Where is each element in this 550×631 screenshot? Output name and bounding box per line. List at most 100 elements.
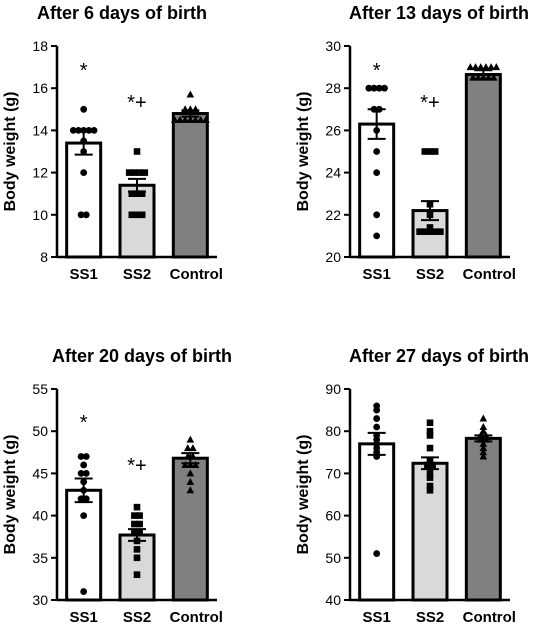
- data-point-ss1: [373, 415, 381, 422]
- y-tick-label: 45: [32, 465, 48, 481]
- data-point-ss2: [133, 546, 141, 553]
- bar-ss1: [65, 141, 103, 259]
- data-point-ss1: [80, 512, 88, 519]
- y-tick-label: 70: [325, 465, 341, 481]
- data-point-ss1: [77, 211, 85, 219]
- data-point-control: [479, 452, 488, 460]
- data-point-ss2: [136, 512, 143, 519]
- y-tick-label: 80: [325, 423, 341, 439]
- data-point-ss2: [141, 169, 149, 176]
- y-tick-label: 35: [32, 550, 48, 566]
- data-point-ss1: [373, 148, 381, 155]
- data-point-control: [170, 115, 179, 123]
- data-point-control: [176, 115, 184, 123]
- data-point-control: [466, 63, 475, 71]
- y-axis-label: Body weight (g): [2, 435, 19, 555]
- y-tick-label: 90: [325, 381, 341, 397]
- chart-panel-4: After 27 days of birth Body weight (g) 40 5…: [295, 346, 529, 626]
- data-point-control: [189, 444, 197, 452]
- data-point-ss1: [80, 105, 88, 113]
- data-point-control: [479, 427, 488, 435]
- chart-panel-1: After 6 days of birth Body weight (g) 8 10 1…: [2, 3, 223, 283]
- data-point-ss2: [131, 169, 138, 176]
- data-point-ss2: [426, 148, 434, 155]
- data-point-control: [479, 422, 488, 430]
- data-point-ss2: [138, 211, 146, 219]
- data-point-ss2: [136, 520, 143, 528]
- y-tick-label: 22: [325, 207, 341, 223]
- data-point-ss1: [77, 453, 85, 460]
- y-tick-label: 28: [325, 80, 341, 96]
- data-point-control: [479, 448, 488, 456]
- data-point-ss2: [133, 190, 141, 197]
- data-point-ss2: [131, 520, 138, 528]
- data-point-ss1: [77, 470, 85, 477]
- chart-title: After 27 days of birth: [349, 346, 529, 366]
- y-tick-label: 50: [32, 423, 48, 439]
- data-point-control: [482, 63, 490, 71]
- x-tick-label: SS1: [362, 266, 390, 283]
- data-point-control: [186, 460, 195, 468]
- data-point-control: [487, 63, 495, 71]
- y-tick-label: 26: [325, 122, 341, 138]
- x-tick-label: SS1: [69, 609, 97, 626]
- y-tick-label: 24: [325, 165, 341, 181]
- data-point-ss1: [80, 461, 88, 469]
- data-point-control: [183, 444, 192, 452]
- data-point-ss2: [138, 190, 146, 197]
- bar-ss1: [65, 488, 103, 602]
- data-point-ss1: [82, 470, 90, 477]
- y-tick-label: 40: [32, 508, 48, 524]
- y-axis-label: Body weight (g): [295, 435, 312, 555]
- data-point-ss2: [426, 228, 434, 235]
- data-point-ss1: [373, 423, 381, 431]
- data-point-ss2: [125, 169, 133, 176]
- chart-title: After 13 days of birth: [349, 3, 529, 23]
- data-point-ss2: [131, 529, 138, 536]
- data-point-ss1: [381, 84, 388, 92]
- data-point-ss2: [128, 211, 136, 219]
- y-tick-label: 18: [32, 38, 48, 54]
- data-point-ss1: [365, 84, 373, 92]
- data-point-control: [186, 477, 195, 485]
- bar-control: [464, 436, 502, 602]
- data-point-ss2: [128, 190, 136, 197]
- y-tick-label: 16: [32, 80, 48, 96]
- data-point-ss2: [133, 571, 141, 578]
- data-point-control: [471, 63, 480, 71]
- y-tick-label: 20: [325, 249, 341, 265]
- data-point-control: [181, 115, 189, 123]
- data-point-control: [196, 115, 205, 123]
- significance-marker: *+: [420, 92, 439, 114]
- x-tick-label: Control: [170, 609, 223, 626]
- bar-control: [464, 72, 502, 259]
- y-tick-label: 14: [32, 122, 48, 138]
- x-tick-label: SS1: [69, 266, 97, 283]
- data-point-ss2: [426, 427, 434, 435]
- data-point-ss2: [133, 211, 141, 219]
- data-point-ss2: [133, 503, 141, 511]
- data-point-control: [191, 460, 200, 468]
- significance-marker: *: [80, 60, 88, 82]
- data-point-control: [476, 63, 485, 71]
- data-point-control: [181, 460, 189, 468]
- chart-panel-2: After 13 days of birth Body weight (g) 20 2…: [295, 3, 529, 283]
- x-tick-label: SS2: [416, 266, 444, 283]
- data-point-control: [186, 486, 195, 494]
- data-point-ss1: [373, 406, 381, 414]
- data-point-control: [479, 444, 488, 452]
- data-point-ss1: [370, 84, 378, 92]
- x-tick-label: SS2: [416, 609, 444, 626]
- y-tick-label: 50: [325, 550, 341, 566]
- data-point-ss1: [80, 588, 88, 595]
- data-point-control: [186, 90, 195, 98]
- x-tick-label: Control: [170, 266, 223, 283]
- data-point-ss1: [82, 211, 90, 219]
- data-point-ss2: [431, 228, 439, 235]
- x-tick-label: Control: [463, 609, 516, 626]
- data-point-ss2: [421, 148, 429, 155]
- x-tick-label: SS1: [362, 609, 390, 626]
- data-point-control: [479, 414, 488, 422]
- data-point-ss1: [373, 550, 381, 557]
